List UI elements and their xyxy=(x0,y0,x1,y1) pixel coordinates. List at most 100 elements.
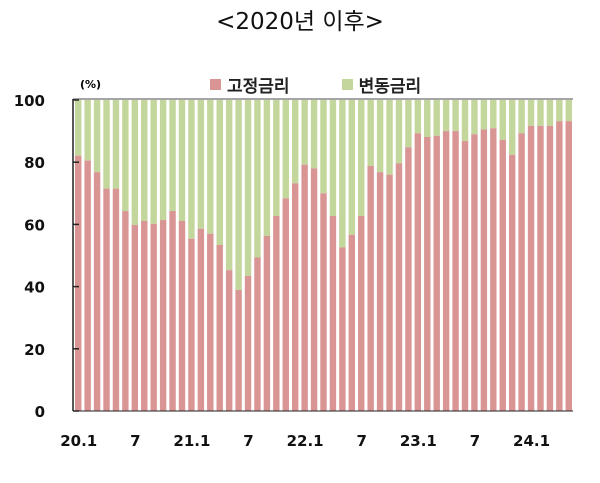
bar-variable xyxy=(178,100,186,221)
bar-fixed xyxy=(273,216,280,411)
bar-variable xyxy=(169,100,176,212)
bar-variable xyxy=(480,100,488,130)
x-tick-label: 7 xyxy=(357,432,367,450)
legend-swatch-variable xyxy=(341,79,353,90)
y-tick-label: 60 xyxy=(24,216,45,234)
bar-fixed xyxy=(527,125,535,412)
bar-fixed xyxy=(339,247,346,411)
bar-variable xyxy=(235,100,242,291)
bar-fixed xyxy=(103,188,110,411)
bar-fixed xyxy=(414,133,422,412)
bar-fixed xyxy=(424,137,431,411)
y-unit-label: (%) xyxy=(80,78,102,91)
legend-label-variable: 변동금리 xyxy=(358,77,422,97)
bar-variable xyxy=(225,100,233,271)
bar-variable xyxy=(320,100,327,194)
bar-variable xyxy=(197,100,205,229)
bar-fixed xyxy=(358,216,365,411)
bar-fixed xyxy=(75,155,82,411)
bar-variable xyxy=(188,100,195,239)
x-tick-label: 7 xyxy=(130,432,140,450)
bar-variable xyxy=(150,100,157,224)
bar-variable xyxy=(395,100,403,164)
y-tick-label: 80 xyxy=(24,154,45,172)
bar-variable xyxy=(405,100,412,148)
bar-fixed xyxy=(112,188,120,411)
bar-fixed xyxy=(235,290,242,411)
y-tick-label: 20 xyxy=(24,341,45,359)
y-tick-label: 40 xyxy=(24,279,45,297)
bar-variable xyxy=(452,100,459,132)
bar-fixed xyxy=(329,216,337,411)
bar-fixed xyxy=(461,141,469,411)
bar-variable xyxy=(310,100,318,169)
bar-fixed xyxy=(150,223,157,411)
bar-variable xyxy=(263,100,271,236)
bar-variable xyxy=(291,100,299,184)
bar-variable xyxy=(112,100,120,189)
y-tick-label: 100 xyxy=(14,92,45,110)
bar-fixed xyxy=(405,147,412,411)
bar-variable xyxy=(537,100,544,126)
bar-fixed xyxy=(310,168,318,411)
bar-fixed xyxy=(442,131,450,411)
bar-variable xyxy=(207,100,214,234)
bar-fixed xyxy=(499,139,506,412)
bar-fixed xyxy=(537,125,544,412)
bar-variable xyxy=(93,100,101,173)
bar-fixed xyxy=(546,125,554,412)
bar-fixed xyxy=(141,220,148,411)
bar-fixed xyxy=(188,238,195,411)
bar-variable xyxy=(273,100,280,217)
bar-variable xyxy=(433,100,440,136)
bar-fixed xyxy=(131,225,139,411)
x-tick-label: 20.1 xyxy=(60,432,97,450)
bar-fixed xyxy=(178,220,186,411)
x-tick-label: 24.1 xyxy=(513,432,550,450)
bar-variable xyxy=(556,100,563,122)
bar-variable xyxy=(282,100,289,199)
bar-variable xyxy=(122,100,129,212)
bar-fixed xyxy=(556,121,563,411)
bar-fixed xyxy=(244,276,252,411)
bar-variable xyxy=(159,100,167,221)
bar-variable xyxy=(442,100,450,132)
bar-variable xyxy=(527,100,535,126)
bar-fixed xyxy=(301,164,308,411)
bar-fixed xyxy=(518,133,525,412)
bar-fixed xyxy=(291,183,299,411)
bar-variable xyxy=(565,100,572,122)
bar-fixed xyxy=(216,244,223,411)
bar-variable xyxy=(358,100,365,217)
bar-variable xyxy=(508,100,516,155)
x-tick-label: 23.1 xyxy=(400,432,437,450)
bar-variable xyxy=(518,100,525,134)
bar-variable xyxy=(414,100,422,134)
x-tick-label: 22.1 xyxy=(287,432,324,450)
bar-fixed xyxy=(480,129,488,412)
x-tick-label: 7 xyxy=(470,432,480,450)
bar-variable xyxy=(424,100,431,138)
bar-fixed xyxy=(122,211,129,411)
bar-fixed xyxy=(452,131,459,411)
y-tick-label: 0 xyxy=(35,403,45,421)
bar-variable xyxy=(367,100,374,166)
bar-variable xyxy=(244,100,252,277)
bar-fixed xyxy=(197,228,205,411)
bar-fixed xyxy=(93,172,101,411)
bar-fixed xyxy=(348,234,356,411)
bar-fixed xyxy=(508,154,516,411)
bar-fixed xyxy=(84,160,91,411)
bar-variable xyxy=(499,100,506,140)
bar-variable xyxy=(490,100,497,129)
bar-variable xyxy=(141,100,148,221)
x-tick-label: 21.1 xyxy=(173,432,210,450)
bar-variable xyxy=(131,100,139,226)
bar-variable xyxy=(376,100,384,173)
legend-swatch-fixed xyxy=(210,79,221,90)
bar-fixed xyxy=(367,165,374,411)
bar-fixed xyxy=(207,233,214,411)
bar-fixed xyxy=(225,270,233,411)
bar-fixed xyxy=(320,193,327,411)
